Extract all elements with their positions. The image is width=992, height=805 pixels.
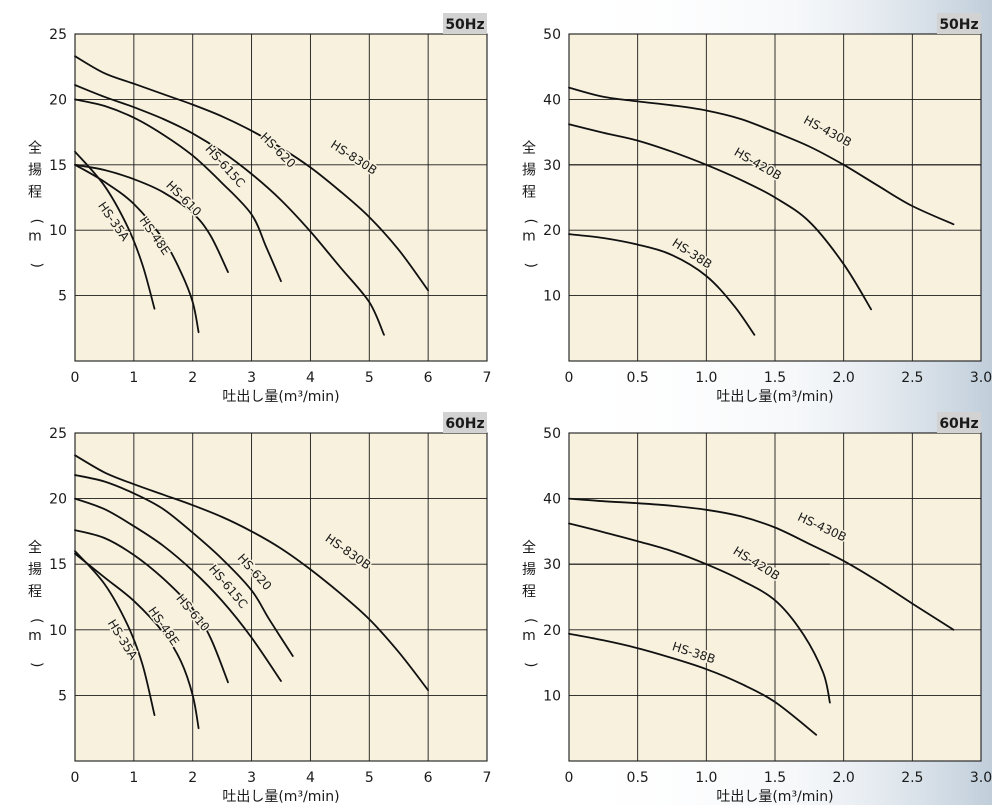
x-axis-label: 吐出し量(m³/min) bbox=[716, 389, 833, 405]
series-line-hs-615c bbox=[74, 98, 282, 283]
y-tick-label: 10 bbox=[49, 623, 67, 639]
y-tick-label: 10 bbox=[49, 223, 67, 239]
x-tick-label: 0 bbox=[71, 370, 80, 386]
x-tick-label: 4 bbox=[306, 770, 315, 786]
x-tick-label: 2.5 bbox=[901, 770, 923, 786]
series-line-hs-615c bbox=[74, 497, 282, 682]
x-tick-label: 2 bbox=[188, 770, 197, 786]
frequency-badge-bg bbox=[937, 412, 981, 433]
y-tick-label: 10 bbox=[543, 688, 561, 704]
y-axis-label: 全揚程(m) bbox=[28, 140, 44, 268]
plot-frame bbox=[74, 33, 488, 362]
y-tick-label: 30 bbox=[543, 557, 561, 573]
frequency-badge: 50Hz bbox=[939, 17, 978, 33]
y-tick-label: 20 bbox=[543, 223, 561, 239]
y-tick-label: 15 bbox=[49, 557, 67, 573]
x-tick-label: 3.0 bbox=[970, 370, 992, 386]
x-tick-label: 2.0 bbox=[833, 370, 855, 386]
series-line-hs-35a bbox=[74, 550, 156, 716]
x-tick-label: 7 bbox=[483, 770, 492, 786]
x-tick-label: 6 bbox=[424, 770, 433, 786]
series-line-hs-38b bbox=[568, 233, 756, 336]
x-tick-label: 1 bbox=[129, 770, 138, 786]
x-tick-label: 1.5 bbox=[764, 370, 786, 386]
chart-4: 60Hz 0 0.5 1.0 1.5 2.0 2.5 3.0 10 20 30 40 50 吐出し量(m³… bbox=[522, 412, 992, 805]
x-tick-label: 0.5 bbox=[627, 770, 649, 786]
series-line-hs-830b bbox=[74, 55, 429, 292]
x-tick-label: 2.0 bbox=[833, 770, 855, 786]
frequency-badge-bg bbox=[443, 412, 487, 433]
series-line-hs-620 bbox=[74, 84, 385, 336]
x-tick-label: 3 bbox=[247, 770, 256, 786]
y-tick-label: 50 bbox=[543, 27, 561, 43]
y-tick-label: 50 bbox=[543, 426, 561, 442]
series-line-hs-35a bbox=[74, 150, 156, 310]
series-line-hs-48e bbox=[74, 552, 200, 730]
series-line-hs-610 bbox=[74, 163, 229, 273]
y-axis-label: 全揚程(m) bbox=[522, 539, 538, 667]
plot-frame bbox=[568, 33, 982, 362]
series-line-hs-420b bbox=[568, 522, 831, 704]
y-tick-label: 20 bbox=[49, 492, 67, 508]
x-tick-label: 3 bbox=[247, 370, 256, 386]
x-tick-label: 1.0 bbox=[695, 770, 717, 786]
x-tick-label: 5 bbox=[365, 370, 374, 386]
plot-frame bbox=[568, 432, 982, 762]
frequency-badge: 50Hz bbox=[445, 17, 484, 33]
y-tick-label: 40 bbox=[543, 492, 561, 508]
y-tick-label: 20 bbox=[543, 623, 561, 639]
series-line-hs-620 bbox=[74, 474, 294, 657]
x-tick-label: 0 bbox=[71, 770, 80, 786]
frequency-badge: 60Hz bbox=[445, 416, 484, 432]
series-line-hs-610 bbox=[74, 529, 229, 684]
x-tick-label: 0 bbox=[565, 770, 574, 786]
x-axis-label: 吐出し量(m³/min) bbox=[716, 789, 833, 805]
y-axis-label: 全揚程(m) bbox=[28, 539, 44, 667]
x-tick-label: 5 bbox=[365, 770, 374, 786]
frequency-badge-bg bbox=[443, 13, 487, 34]
frequency-badge-bg bbox=[937, 13, 981, 34]
y-axis-label: 全揚程(m) bbox=[522, 140, 538, 268]
plot-frame bbox=[74, 432, 488, 762]
y-tick-label: 10 bbox=[543, 289, 561, 305]
y-tick-label: 15 bbox=[49, 158, 67, 174]
x-tick-label: 3.0 bbox=[970, 770, 992, 786]
plot-area bbox=[75, 34, 487, 361]
x-tick-label: 1.5 bbox=[764, 770, 786, 786]
y-tick-label: 20 bbox=[49, 92, 67, 108]
plot-area bbox=[75, 433, 487, 761]
series-line-hs-38b bbox=[568, 632, 818, 736]
x-tick-label: 0.5 bbox=[627, 370, 649, 386]
x-tick-label: 1 bbox=[129, 370, 138, 386]
x-tick-label: 7 bbox=[483, 370, 492, 386]
y-tick-label: 25 bbox=[49, 27, 67, 43]
x-tick-label: 2.5 bbox=[901, 370, 923, 386]
y-tick-label: 5 bbox=[58, 688, 67, 704]
y-tick-label: 40 bbox=[543, 92, 561, 108]
x-axis-label: 吐出し量(m³/min) bbox=[222, 789, 339, 805]
series-line-hs-430b bbox=[568, 86, 955, 226]
x-tick-label: 6 bbox=[424, 370, 433, 386]
y-tick-label: 30 bbox=[543, 158, 561, 174]
frequency-badge: 60Hz bbox=[939, 416, 978, 432]
x-tick-label: 0 bbox=[565, 370, 574, 386]
chart-2: 50Hz 0 0.5 1.0 1.5 2.0 2.5 3.0 10 20 30 40 50 吐出し量(m³… bbox=[522, 13, 992, 405]
x-tick-label: 2 bbox=[188, 370, 197, 386]
y-tick-label: 5 bbox=[58, 289, 67, 305]
series-line-hs-420b bbox=[568, 123, 872, 311]
x-tick-label: 1.0 bbox=[695, 370, 717, 386]
series-line-hs-48e bbox=[74, 163, 200, 334]
series-line-hs-430b bbox=[568, 497, 955, 631]
y-tick-label: 25 bbox=[49, 426, 67, 442]
series-line-hs-830b bbox=[74, 454, 429, 692]
x-tick-label: 4 bbox=[306, 370, 315, 386]
x-axis-label: 吐出し量(m³/min) bbox=[222, 389, 339, 405]
